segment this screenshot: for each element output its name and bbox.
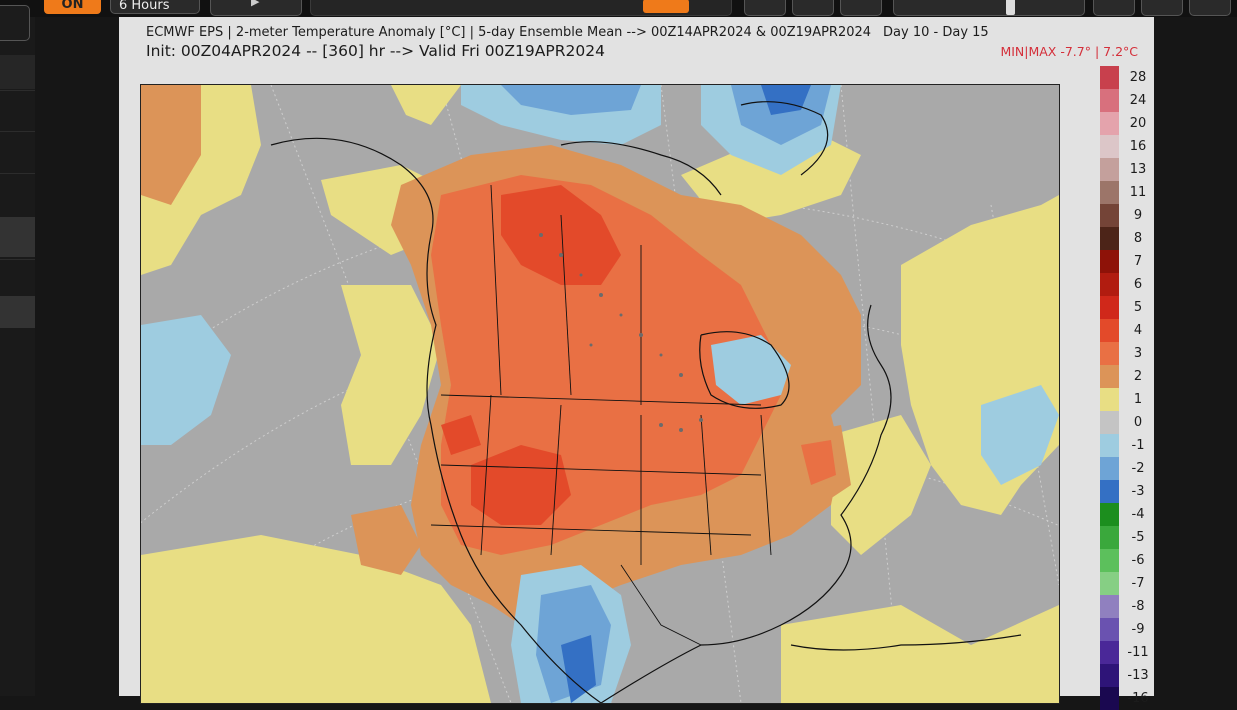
color-legend-swatch — [1100, 457, 1119, 480]
color-legend-swatch — [1100, 112, 1119, 135]
chart-title-text: ECMWF EPS | 2-meter Temperature Anomaly … — [146, 25, 872, 40]
color-legend-swatch — [1100, 549, 1119, 572]
color-legend-label: -16 — [1127, 691, 1149, 706]
color-legend-label: -7 — [1131, 576, 1145, 591]
color-legend-swatch — [1100, 411, 1119, 434]
color-legend-label: 9 — [1133, 208, 1143, 223]
color-legend-label: -6 — [1131, 553, 1145, 568]
color-legend-label: 2 — [1133, 369, 1143, 384]
color-legend-label: 16 — [1129, 139, 1147, 154]
color-legend-swatch — [1100, 250, 1119, 273]
color-legend-label: 4 — [1133, 323, 1143, 338]
color-legend-swatch — [1100, 434, 1119, 457]
speed-slider-handle[interactable] — [1006, 0, 1015, 15]
color-legend-swatch — [1100, 296, 1119, 319]
color-legend-swatch — [1100, 526, 1119, 549]
anomaly-map-canvas — [141, 85, 1059, 703]
color-legend-swatch — [1100, 273, 1119, 296]
left-sidebar — [0, 5, 35, 696]
color-legend-swatch — [1100, 480, 1119, 503]
color-legend-label: 6 — [1133, 277, 1143, 292]
color-legend-swatch — [1100, 66, 1119, 89]
color-legend-label: -8 — [1131, 599, 1145, 614]
color-legend-swatch — [1100, 89, 1119, 112]
top-toolbar: ON 6 Hours ▶ — [0, 0, 1237, 17]
color-legend-label: 8 — [1133, 231, 1143, 246]
color-legend-label: 7 — [1133, 254, 1143, 269]
color-legend-swatch — [1100, 319, 1119, 342]
color-legend-swatch — [1100, 664, 1119, 687]
color-legend-label: 3 — [1133, 346, 1143, 361]
sidebar-item[interactable] — [0, 296, 35, 328]
color-legend-swatch — [1100, 342, 1119, 365]
speed-slider[interactable] — [893, 0, 1085, 16]
color-legend-label: 20 — [1129, 116, 1147, 131]
color-legend-label: 0 — [1133, 415, 1143, 430]
step-back-button[interactable] — [744, 0, 786, 16]
color-legend-swatch — [1100, 687, 1119, 710]
color-legend-swatch — [1100, 503, 1119, 526]
color-legend-label: -4 — [1131, 507, 1145, 522]
sidebar-item[interactable] — [0, 217, 35, 257]
hours-select[interactable]: 6 Hours — [110, 0, 200, 14]
color-legend-label: -9 — [1131, 622, 1145, 637]
forecast-map-panel: ECMWF EPS | 2-meter Temperature Anomaly … — [119, 17, 1154, 710]
color-legend-label: 5 — [1133, 300, 1143, 315]
color-legend-label: -13 — [1127, 668, 1149, 683]
anomaly-map[interactable] — [140, 84, 1060, 704]
chart-title: ECMWF EPS | 2-meter Temperature Anomaly … — [146, 25, 989, 40]
on-toggle-button[interactable]: ON — [44, 0, 101, 14]
color-legend-swatch — [1100, 135, 1119, 158]
color-legend-swatch — [1100, 365, 1119, 388]
color-legend-label: 28 — [1129, 70, 1147, 85]
play-icon: ▶ — [251, 0, 260, 8]
sidebar-item[interactable] — [0, 55, 35, 89]
model-select[interactable] — [310, 0, 732, 16]
color-legend-label: 24 — [1129, 93, 1147, 108]
color-legend-label: 1 — [1133, 392, 1143, 407]
menu-button[interactable] — [1093, 0, 1135, 16]
color-legend-swatch — [1100, 641, 1119, 664]
color-legend-swatch — [1100, 595, 1119, 618]
expand-button[interactable] — [1189, 0, 1231, 16]
min-max-label: MIN|MAX -7.7° | 7.2°C — [1000, 44, 1138, 59]
color-legend — [1100, 66, 1119, 710]
color-legend-swatch — [1100, 158, 1119, 181]
settings-button[interactable] — [1141, 0, 1183, 16]
color-legend-swatch — [1100, 204, 1119, 227]
color-legend-label: 11 — [1129, 185, 1147, 200]
color-legend-label: -2 — [1131, 461, 1145, 476]
chart-subtitle: Init: 00Z04APR2024 -- [360] hr --> Valid… — [146, 42, 605, 60]
color-legend-swatch — [1100, 618, 1119, 641]
color-legend-swatch — [1100, 227, 1119, 250]
color-legend-swatch — [1100, 572, 1119, 595]
step-pause-button[interactable] — [792, 0, 834, 16]
step-forward-button[interactable] — [840, 0, 882, 16]
color-legend-label: -1 — [1131, 438, 1145, 453]
color-legend-label: 13 — [1129, 162, 1147, 177]
color-legend-label: -3 — [1131, 484, 1145, 499]
color-legend-label: -5 — [1131, 530, 1145, 545]
color-legend-swatch — [1100, 388, 1119, 411]
model-select-chip[interactable] — [643, 0, 689, 13]
chart-title-days: Day 10 - Day 15 — [883, 25, 989, 40]
color-legend-label: -11 — [1127, 645, 1149, 660]
sidebar-toggle-button[interactable] — [0, 5, 30, 41]
color-legend-swatch — [1100, 181, 1119, 204]
play-button[interactable]: ▶ — [210, 0, 302, 16]
